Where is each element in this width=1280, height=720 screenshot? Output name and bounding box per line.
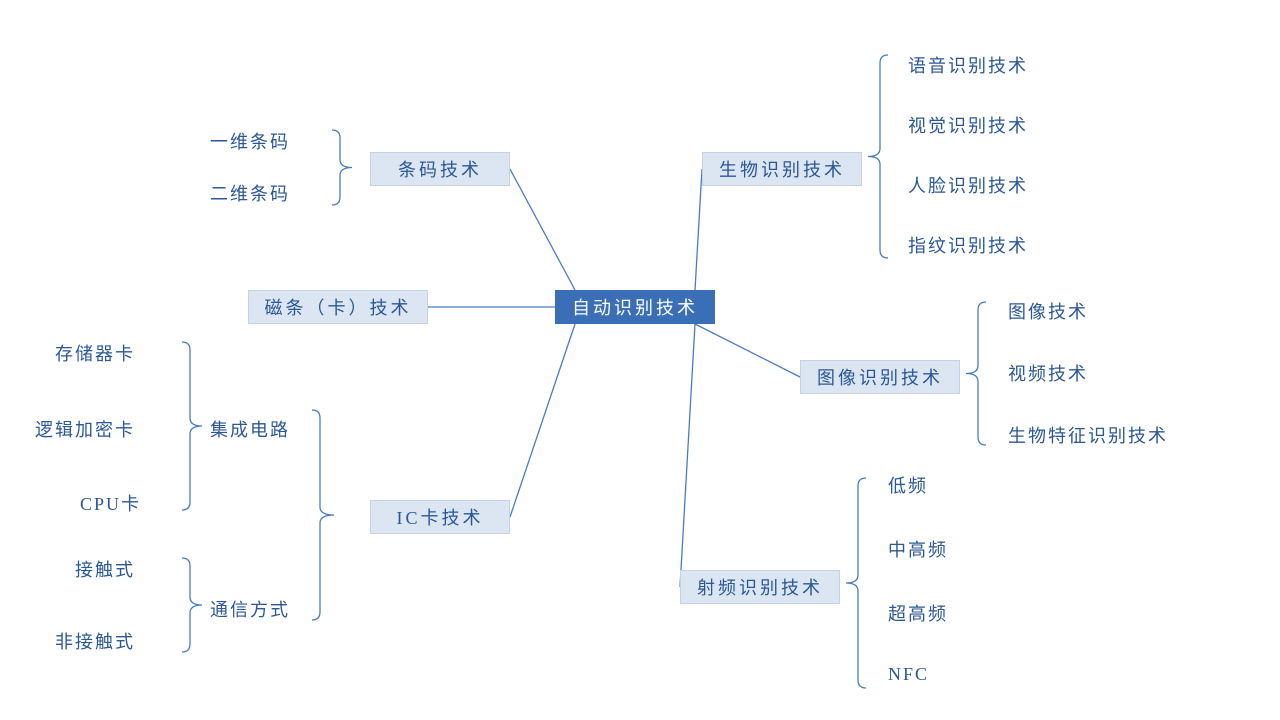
leaf-rfid-0: 低频 — [888, 472, 928, 498]
leaf-rfid-1: 中高频 — [888, 536, 948, 562]
leaf-image-0: 图像技术 — [1008, 298, 1088, 324]
sub-ic-0: 集成电路 — [210, 416, 290, 442]
leaf-image-1: 视频技术 — [1008, 360, 1088, 386]
leaf-bio-3: 指纹识别技术 — [908, 232, 1028, 258]
branch-image: 图像识别技术 — [800, 360, 960, 394]
leaf-rfid-3: NFC — [888, 664, 929, 685]
branch-ic: IC卡技术 — [370, 500, 510, 534]
subleaf-ic-0-1: 逻辑加密卡 — [35, 416, 135, 442]
center-node: 自动识别技术 — [555, 290, 715, 324]
leaf-bio-2: 人脸识别技术 — [908, 172, 1028, 198]
leaf-bio-0: 语音识别技术 — [908, 52, 1028, 78]
leaf-bio-1: 视觉识别技术 — [908, 112, 1028, 138]
leaf-rfid-2: 超高频 — [888, 600, 948, 626]
branch-bio: 生物识别技术 — [702, 152, 862, 186]
branch-barcode: 条码技术 — [370, 152, 510, 186]
branch-magnetic: 磁条（卡）技术 — [248, 290, 428, 324]
leaf-barcode-0: 一维条码 — [210, 128, 290, 154]
leaf-barcode-1: 二维条码 — [210, 180, 290, 206]
diagram-stage: 自动识别技术 条码技术磁条（卡）技术 IC卡技术 生物识别技术图像识别技术射频识别技术… — [0, 0, 1280, 720]
subleaf-ic-1-0: 接触式 — [75, 556, 135, 582]
branch-rfid: 射频识别技术 — [680, 570, 840, 604]
subleaf-ic-1-1: 非接触式 — [55, 628, 135, 654]
leaf-image-2: 生物特征识别技术 — [1008, 422, 1168, 448]
connector-layer — [0, 0, 1280, 720]
sub-ic-1: 通信方式 — [210, 596, 290, 622]
subleaf-ic-0-2: CPU卡 — [80, 490, 141, 516]
subleaf-ic-0-0: 存储器卡 — [55, 340, 135, 366]
